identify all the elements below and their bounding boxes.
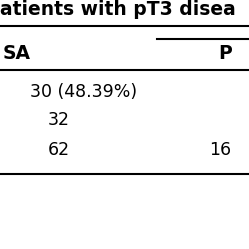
Text: 32: 32 (47, 111, 69, 129)
Text: 16: 16 (209, 141, 231, 159)
Text: 30 (48.39%): 30 (48.39%) (30, 83, 137, 101)
Text: 62: 62 (47, 141, 69, 159)
Text: SA: SA (2, 44, 30, 62)
Text: P: P (218, 44, 232, 62)
Text: atients with pT3 disea: atients with pT3 disea (0, 0, 236, 19)
